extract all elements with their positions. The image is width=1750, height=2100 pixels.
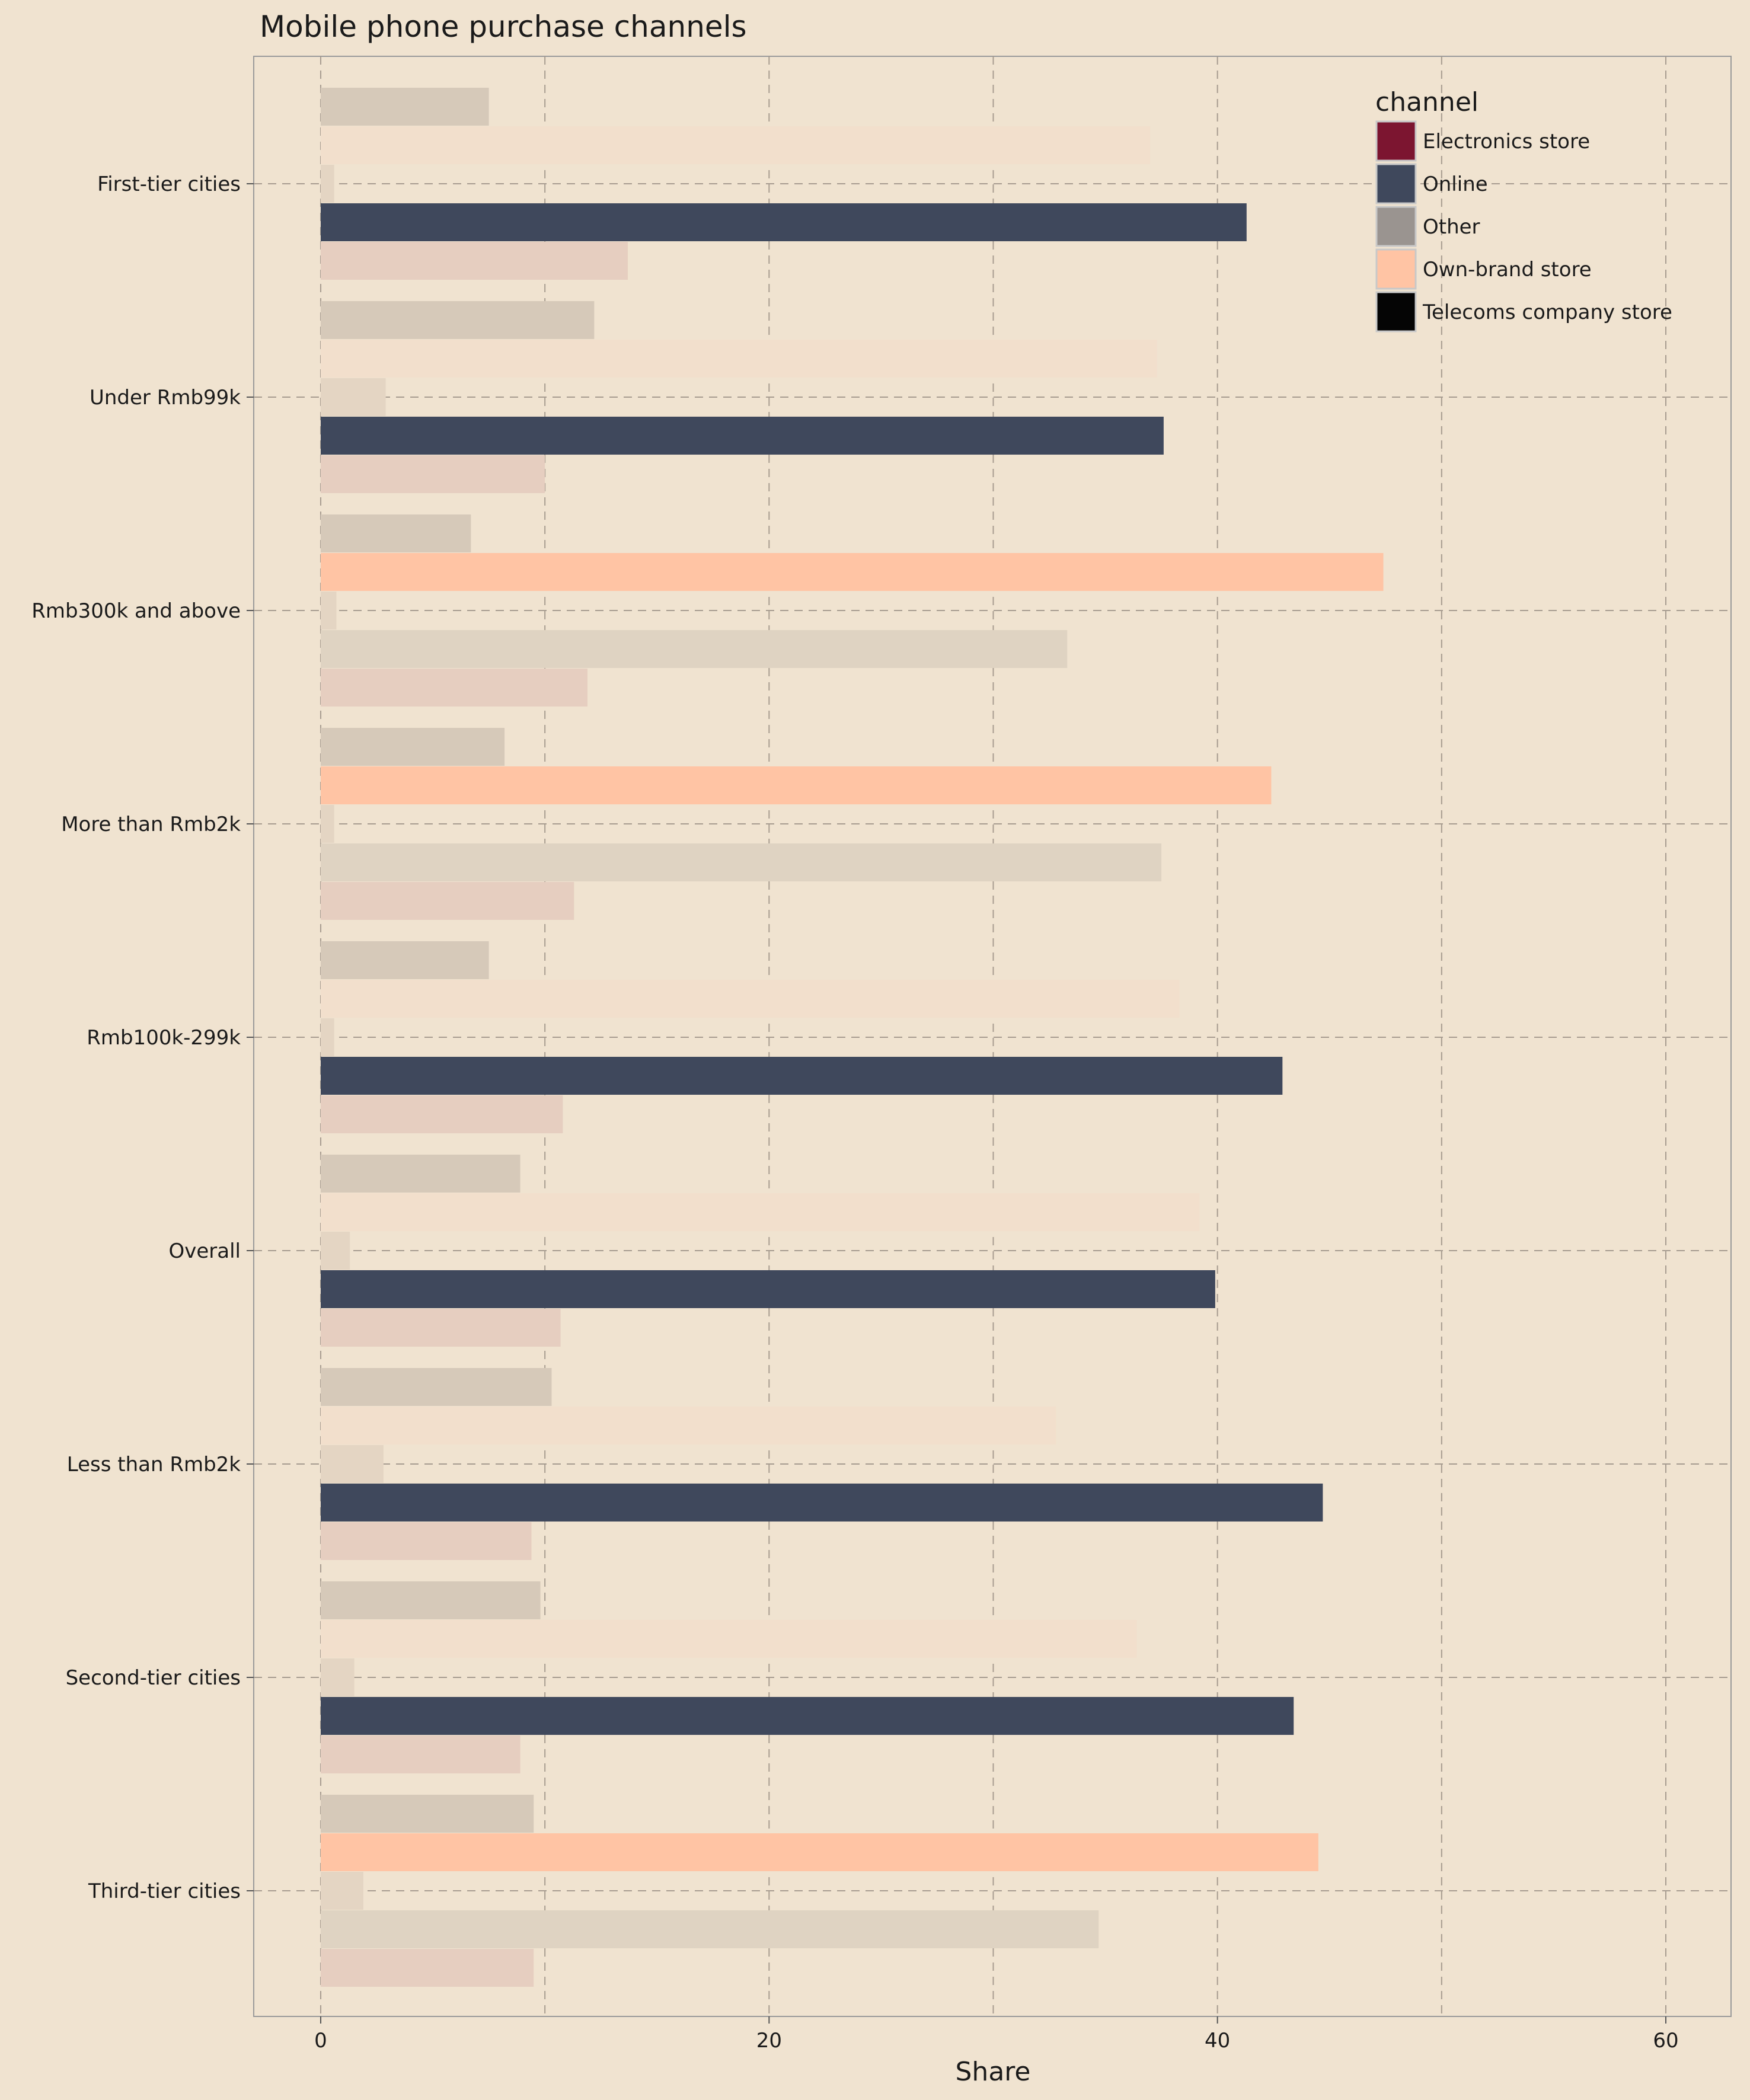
bar-electronics-store: [321, 1309, 561, 1347]
bar-other: [321, 1658, 355, 1696]
bar-electronics-store: [321, 882, 574, 920]
y-tick-label: Rmb100k-299k: [87, 1026, 241, 1050]
bar-electronics-store: [321, 1949, 534, 1987]
plot-panel: [253, 56, 1732, 2017]
legend: channel Electronics store Online Other Own-…: [1375, 87, 1672, 333]
y-tick-label: First-tier cities: [97, 172, 241, 196]
bar-telecoms-company-store: [321, 728, 505, 766]
bar-other: [321, 1018, 334, 1056]
bar-online: [321, 203, 1247, 241]
y-tick-label: More than Rmb2k: [61, 813, 241, 836]
legend-swatch-other: [1375, 206, 1417, 247]
bar-telecoms-company-store: [321, 1795, 534, 1833]
legend-swatch-telecoms-company-store: [1375, 291, 1417, 333]
bar-other: [321, 1872, 363, 1910]
bar-telecoms-company-store: [321, 1581, 541, 1619]
legend-swatch-electronics-store: [1375, 120, 1417, 162]
bar-telecoms-company-store: [321, 941, 489, 979]
grid-lines: [254, 56, 1731, 2016]
bar-online: [321, 1270, 1215, 1308]
bar-other: [321, 592, 337, 629]
y-axis: First-tier cities Under Rmb99k Rmb300k and…: [31, 172, 254, 1903]
bar-online: [321, 630, 1068, 668]
bar-electronics-store: [321, 242, 628, 280]
bar-online: [321, 1484, 1323, 1522]
bar-telecoms-company-store: [321, 1368, 552, 1406]
bar-other: [321, 378, 386, 416]
chart-title: Mobile phone purchase channels: [260, 9, 747, 44]
bar-own-brand-store: [321, 1833, 1318, 1871]
bar-online: [321, 1057, 1283, 1095]
legend-swatch-own-brand-store: [1375, 248, 1417, 290]
bar-own-brand-store: [321, 553, 1384, 591]
x-tick-label: 40: [1205, 2029, 1230, 2053]
legend-title: channel: [1375, 87, 1478, 117]
bar-online: [321, 417, 1164, 455]
y-tick-label: Less than Rmb2k: [67, 1453, 241, 1476]
bar-electronics-store: [321, 1095, 563, 1133]
legend-label: Electronics store: [1423, 130, 1590, 154]
x-axis-title: Share: [956, 2057, 1031, 2087]
bar-own-brand-store: [321, 980, 1180, 1018]
bar-electronics-store: [321, 1735, 520, 1773]
bar-own-brand-store: [321, 1407, 1056, 1444]
y-tick-label: Under Rmb99k: [90, 386, 241, 410]
bars: [321, 88, 1384, 1987]
bar-other: [321, 1232, 350, 1270]
bar-electronics-store: [321, 455, 545, 493]
y-tick-label: Rmb300k and above: [31, 599, 241, 623]
legend-label: Own-brand store: [1423, 258, 1592, 282]
bar-other: [321, 805, 334, 843]
bar-own-brand-store: [321, 340, 1157, 378]
bar-own-brand-store: [321, 1620, 1137, 1658]
x-tick-label: 20: [756, 2029, 782, 2053]
bar-own-brand-store: [321, 1193, 1200, 1231]
y-tick-label: Third-tier cities: [88, 1880, 241, 1903]
bar-other: [321, 165, 334, 203]
bar-electronics-store: [321, 1522, 532, 1560]
bar-telecoms-company-store: [321, 514, 471, 552]
bar-online: [321, 1910, 1099, 1948]
x-tick-label: 0: [314, 2029, 327, 2053]
legend-swatch-online: [1375, 163, 1417, 204]
bar-electronics-store: [321, 669, 588, 707]
y-tick-label: Second-tier cities: [66, 1666, 241, 1690]
bar-own-brand-store: [321, 766, 1272, 804]
bar-online: [321, 843, 1162, 881]
bar-other: [321, 1445, 384, 1483]
bar-telecoms-company-store: [321, 88, 489, 126]
y-tick-label: Overall: [168, 1239, 241, 1263]
bar-online: [321, 1697, 1294, 1735]
legend-label: Telecoms company store: [1422, 301, 1672, 324]
bar-telecoms-company-store: [321, 1155, 520, 1193]
x-axis: 0 20 40 60: [314, 2016, 1679, 2053]
bar-own-brand-store: [321, 126, 1151, 164]
bar-telecoms-company-store: [321, 301, 595, 339]
legend-label: Online: [1423, 172, 1488, 196]
x-tick-label: 60: [1653, 2029, 1678, 2053]
legend-label: Other: [1423, 215, 1480, 239]
